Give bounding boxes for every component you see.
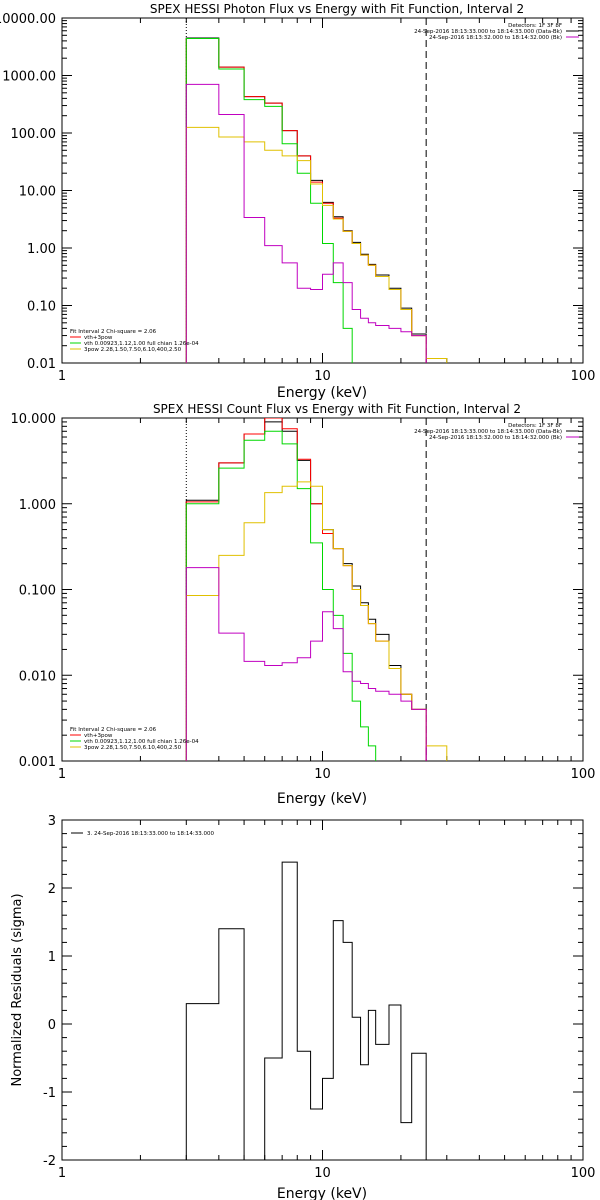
series-bk <box>185 83 427 363</box>
y-tick-label: 10.00 <box>19 185 56 200</box>
series-line <box>185 38 362 363</box>
y-tick-label: 100.00 <box>11 127 57 142</box>
count-flux-x-axis-label: Energy (keV) <box>277 791 367 807</box>
x-tick-label: 100 <box>571 1166 596 1181</box>
legend-text: Fit Interval 2 Chi-square = 2.06 <box>70 329 157 335</box>
legend-text: 24-Sep-2016 18:13:33.000 to 18:14:33.000… <box>414 29 562 35</box>
legend-text: vth 0.00923,1.12,1.00 full chian 1.26e-0… <box>84 739 199 745</box>
series-3pow <box>185 481 448 761</box>
residuals-ticks: 1 10 100 -2 -1 0 1 2 3 <box>43 814 595 1181</box>
y-tick-label: -1 <box>43 1086 56 1101</box>
y-tick-label: 3 <box>48 814 56 829</box>
x-tick-label: 1 <box>58 369 66 384</box>
series-data-bk <box>185 37 427 363</box>
y-tick-label: 0 <box>48 1018 56 1033</box>
series-vth-3pow <box>185 38 427 363</box>
legend-text: 3. 24-Sep-2016 18:13:33.000 to 18:14:33.… <box>87 831 214 837</box>
series-line <box>185 861 427 1160</box>
y-tick-label: 1 <box>48 950 56 965</box>
y-tick-label: 0.10 <box>27 300 56 315</box>
y-tick-label: -2 <box>43 1154 56 1169</box>
series-bk <box>185 567 427 761</box>
series-line <box>185 83 427 363</box>
photon-flux-x-axis-label: Energy (keV) <box>277 385 367 401</box>
series-line <box>185 421 427 761</box>
count-flux-data <box>185 418 448 761</box>
x-tick-label: 100 <box>571 767 596 782</box>
legend-text: 24-Sep-2016 18:13:32.000 to 18:14:32.000… <box>429 35 562 41</box>
series-line <box>185 481 448 761</box>
y-tick-label: 0.010 <box>19 669 56 684</box>
photon-flux-data <box>185 18 448 363</box>
legend-text: vth+3pow <box>84 335 113 341</box>
y-tick-label: 1000.00 <box>2 70 56 85</box>
x-tick-label: 100 <box>571 369 596 384</box>
residuals-legend: 3. 24-Sep-2016 18:13:33.000 to 18:14:33.… <box>71 831 214 837</box>
legend-text: vth 0.00923,1.12,1.00 full chian 1.26e-0… <box>84 341 199 347</box>
residuals-panel: 1 10 100 -2 -1 0 1 2 3 3. 24-Sep-2016 18:13:33.0… <box>10 814 595 1200</box>
series-data-bk <box>185 421 427 761</box>
y-tick-label: 1.000 <box>19 498 56 513</box>
y-tick-label: 10.000 <box>11 412 57 427</box>
photon-flux-ticks: 1 10 100 0.01 0.10 1.00 10.00 100.00 1000.00 1000… <box>0 12 595 384</box>
series-line <box>185 37 427 363</box>
x-tick-label: 10 <box>314 1166 331 1181</box>
series-line <box>185 430 377 761</box>
count-flux-ticks: 1 10 100 0.001 0.010 0.100 1.000 10.000 <box>11 412 596 782</box>
series-line <box>185 38 427 363</box>
legend-text: 24-Sep-2016 18:13:33.000 to 18:14:33.000… <box>414 429 562 435</box>
y-tick-label: 2 <box>48 882 56 897</box>
series-line <box>185 567 427 761</box>
x-tick-label: 10 <box>314 369 331 384</box>
series-vth <box>185 430 377 761</box>
x-tick-label: 10 <box>314 767 331 782</box>
series-vth-3pow <box>185 418 427 761</box>
legend-text: 3pow 2.28,1.50,7.50,6.10,400,2.50 <box>84 745 182 751</box>
series-residuals <box>185 861 427 1160</box>
residuals-data <box>185 861 427 1160</box>
series-line <box>185 126 448 363</box>
y-tick-label: 0.01 <box>27 357 56 372</box>
legend-text: Detectors: 1F 3F 8F <box>508 423 562 429</box>
legend-text: 24-Sep-2016 18:13:32.000 to 18:14:32.000… <box>429 435 562 441</box>
photon-flux-title: SPEX HESSI Photon Flux vs Energy with Fi… <box>150 2 524 16</box>
legend-text: 3pow 2.28,1.50,7.50,6.10,400,2.50 <box>84 347 182 353</box>
count-flux-panel: SPEX HESSI Count Flux vs Energy with Fit… <box>11 402 596 807</box>
y-tick-label: 1.00 <box>27 242 56 257</box>
residuals-x-axis-label: Energy (keV) <box>277 1186 367 1200</box>
photon-flux-panel: SPEX HESSI Photon Flux vs Energy with Fi… <box>0 2 595 401</box>
legend-text: Fit Interval 2 Chi-square = 2.06 <box>70 727 157 733</box>
x-tick-label: 1 <box>58 1166 66 1181</box>
legend-text: Detectors: 1F 3F 8F <box>508 23 562 29</box>
count-flux-title: SPEX HESSI Count Flux vs Energy with Fit… <box>153 402 521 416</box>
series-3pow <box>185 126 448 363</box>
y-tick-label: 0.001 <box>19 755 56 770</box>
series-vth <box>185 38 362 363</box>
legend-text: vth+3pow <box>84 733 113 739</box>
y-tick-label: 0.100 <box>19 584 56 599</box>
residuals-y-axis-label: Normalized Residuals (sigma) <box>10 893 25 1086</box>
x-tick-label: 1 <box>58 767 66 782</box>
y-tick-label: 10000.00 <box>0 12 56 27</box>
series-line <box>185 418 427 761</box>
